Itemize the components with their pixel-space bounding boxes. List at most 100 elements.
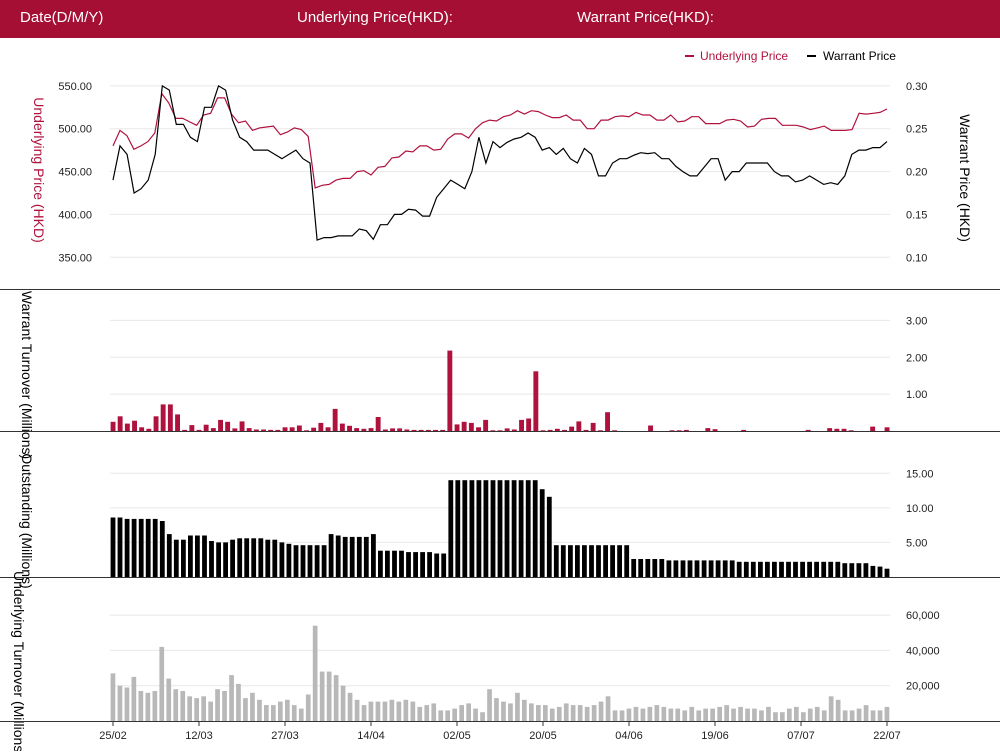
underlying-turnover-bar [577, 705, 583, 721]
warrant-turnover-bar [332, 408, 338, 431]
warrant-turnover-bar [562, 429, 567, 431]
x-tick-label: 25/02 [99, 730, 127, 742]
underlying-turnover-bar [591, 705, 597, 721]
outstanding-bar [610, 545, 615, 577]
underlying-turnover-bar [271, 705, 276, 721]
outstanding-bar [652, 559, 658, 577]
underlying-turnover-bar [424, 705, 430, 721]
warrant-turnover-bar [447, 350, 453, 431]
warrant-turnover-bar [705, 428, 711, 431]
outstanding-panel: 15.00 10.00 5.00 Outstanding (Millions) [0, 453, 1000, 589]
underlying-turnover-bar [466, 703, 471, 721]
outstanding-bar [462, 480, 468, 577]
warrant-turnover-bar [590, 422, 596, 431]
outstanding-bar [244, 538, 250, 577]
outstanding-bar [216, 542, 221, 577]
underlying-turnover-bar [431, 703, 437, 721]
underlying-turnover-bar [766, 706, 771, 721]
outstanding-bar [138, 518, 144, 577]
outstanding-bar [413, 552, 418, 577]
underlying-turnover-bar [375, 701, 381, 721]
y-left-tick-label: 400.00 [58, 209, 92, 221]
underlying-turnover-bar [250, 692, 255, 721]
warrant-turnover-bar [368, 428, 374, 431]
outstanding-bar [237, 538, 243, 577]
warrant-price-label: Warrant Price(HKD): [577, 9, 714, 26]
underlying-turnover-bar [389, 699, 395, 721]
warrant-turnover-bar [218, 419, 223, 431]
warrant-turnover-bar [175, 414, 180, 431]
outstanding-bar [272, 539, 278, 577]
underlying-turnover-bar [159, 646, 165, 721]
y-left-tick-label: 550.00 [58, 81, 92, 93]
outstanding-bar [603, 545, 608, 577]
underlying-turnover-bar [787, 708, 792, 721]
x-tick-label: 07/07 [787, 730, 815, 742]
underlying-turnover-bar [264, 705, 269, 721]
outstanding-bar [546, 496, 552, 577]
outstanding-bar [314, 545, 320, 577]
outstanding-bar [568, 545, 573, 577]
warrant-turnover-bar [318, 422, 324, 431]
underlying-turnover-bar [138, 691, 144, 721]
warrant-turnover-bar [547, 429, 553, 431]
warrant-turnover-bar [433, 429, 438, 431]
y-tick-label: 2.00 [906, 352, 927, 364]
warrant-turnover-bar [605, 412, 610, 431]
outstanding-bar [863, 563, 869, 577]
underlying-turnover-bar [801, 712, 806, 721]
outstanding-bar [371, 534, 376, 577]
underlying-turnover-bar [863, 705, 869, 721]
underlying-turnover-bar [703, 708, 708, 721]
underlying-turnover-bar [354, 699, 360, 721]
y-left-tick-label: 450.00 [58, 167, 92, 179]
warrant-turnover-bar [676, 430, 682, 431]
underlying-turnover-bar [710, 708, 715, 721]
warrant-turnover-bar [311, 427, 317, 431]
outstanding-bar [596, 545, 601, 577]
warrant-turnover-panel: 3.00 2.00 1.00 Warrant Turnover (Millions) [0, 291, 1000, 459]
warrant-turnover-bar [232, 428, 238, 431]
warrant-turnover-bar [612, 430, 618, 431]
underlying-turnover-bar [633, 706, 639, 721]
warrant-turnover-bar [483, 419, 489, 431]
outstanding-bar [736, 561, 742, 577]
underlying-turnover-bar [201, 696, 206, 721]
underlying-turnover-bar [870, 710, 876, 721]
y-tick-label: 60,000 [906, 610, 940, 622]
underlying-turnover-bar [208, 701, 213, 721]
outstanding-bar [349, 536, 355, 577]
outstanding-bar [342, 536, 348, 577]
warrant-turnover-bar [210, 428, 216, 431]
underlying-turnover-bar [515, 692, 520, 721]
outstanding-bar [532, 480, 538, 577]
outstanding-bar [469, 480, 475, 577]
warrant-turnover-bar [870, 426, 876, 431]
outstanding-bar [842, 563, 848, 577]
x-axis: 25/02 12/03 27/03 14/04 02/05 20/05 04/06 19/06… [99, 721, 901, 742]
outstanding-bar [821, 561, 827, 577]
outstanding-bar [765, 561, 770, 577]
warrant-turnover-bar [289, 427, 295, 431]
underlying-turnover-bar [522, 699, 527, 721]
underlying-turnover-bar [536, 705, 541, 721]
outstanding-bar [441, 553, 447, 577]
underlying-turnover-bar [619, 710, 625, 721]
underlying-turnover-bar [187, 696, 192, 721]
warrant-turnover-bar [425, 429, 431, 431]
underlying-turnover-bar [529, 703, 534, 721]
underlying-turnover-bar [821, 710, 827, 721]
outstanding-bar [553, 545, 559, 577]
y-right-tick-label: 0.30 [906, 81, 927, 93]
outstanding-bar [814, 561, 819, 577]
underlying-turnover-bar [640, 708, 646, 721]
underlying-price-label: Underlying Price(HKD): [297, 9, 453, 26]
y-tick-label: 3.00 [906, 315, 927, 327]
outstanding-bar [265, 539, 271, 577]
underlying-turnover-bar [285, 699, 290, 721]
underlying-turnover-bar [257, 699, 262, 721]
outstanding-bar [230, 539, 235, 577]
outstanding-bar [617, 545, 622, 577]
underlying-turnover-bar [396, 701, 402, 721]
warrant-turnover-bar [124, 423, 130, 431]
